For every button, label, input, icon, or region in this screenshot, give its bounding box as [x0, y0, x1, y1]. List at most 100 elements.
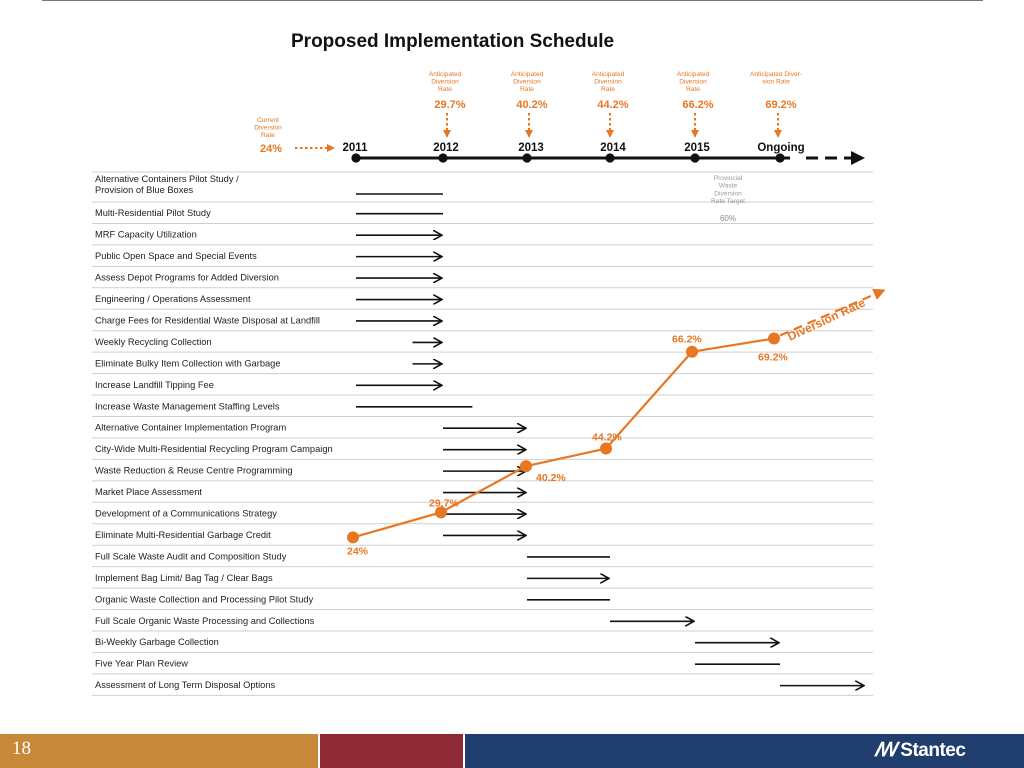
diversion-rate-label: 24%: [347, 545, 369, 557]
task-label: Full Scale Waste Audit and Composition S…: [95, 551, 287, 561]
task-label: Eliminate Bulky Item Collection with Gar…: [95, 358, 281, 368]
anticipated-rate-caption: Anticipated: [592, 71, 625, 78]
task-row: Development of a Communications Strategy: [95, 509, 525, 519]
anticipated-rate-caption: Diversion: [679, 79, 707, 86]
task-row: Assess Depot Programs for Added Diversio…: [95, 273, 441, 283]
year-marker: [351, 153, 361, 163]
task-row: Engineering / Operations Assessment: [95, 294, 441, 304]
task-row: Eliminate Multi-Residential Garbage Cred…: [95, 530, 525, 540]
anticipated-rate-caption: Anticipated: [429, 71, 462, 78]
year-marker: [605, 153, 615, 163]
year-marker: [438, 153, 448, 163]
task-row: Full Scale Organic Waste Processing and …: [95, 616, 693, 626]
diversion-rate-label: 66.2%: [672, 334, 702, 346]
logo-mark-icon: ꟿ: [874, 740, 897, 761]
diversion-rate-trend: [779, 288, 886, 337]
anticipated-rate-arrowhead: [606, 130, 614, 138]
task-label: Increase Landfill Tipping Fee: [95, 380, 214, 390]
trend-label: Diversion Rate: [785, 295, 867, 343]
task-label: Alternative Containers Pilot Study /: [95, 174, 239, 184]
anticipated-rate-arrowhead: [443, 130, 451, 138]
diversion-rate-label: 69.2%: [758, 352, 788, 364]
task-row: Implement Bag Limit/ Bag Tag / Clear Bag…: [95, 573, 608, 583]
task-row: Charge Fees for Residential Waste Dispos…: [95, 315, 441, 325]
year-marker: [775, 153, 785, 163]
year-label: 2012: [433, 142, 459, 154]
task-label: Increase Waste Management Staffing Level…: [95, 401, 280, 411]
diversion-rate-point: [600, 442, 612, 455]
anticipated-rate-caption: Anticipated: [677, 71, 710, 78]
diversion-rate-point: [347, 531, 359, 544]
anticipated-rate-arrowhead: [525, 130, 533, 138]
task-row: Increase Waste Management Staffing Level…: [95, 401, 473, 411]
diversion-rate-label: 44.2%: [592, 432, 622, 444]
provincial-target-value: 60%: [720, 214, 736, 223]
anticipated-rate-value: 66.2%: [682, 99, 713, 111]
year-label: 2014: [600, 142, 626, 154]
anticipated-rate-value: 29.7%: [434, 99, 465, 111]
task-label: Five Year Plan Review: [95, 659, 188, 669]
footer-segment-red: [320, 734, 463, 768]
provincial-target-caption: Diversion: [714, 190, 742, 197]
current-rate-arrowhead: [327, 144, 335, 152]
task-label: Alternative Container Implementation Pro…: [95, 423, 286, 433]
anticipated-rate-arrowhead: [774, 130, 782, 138]
diversion-rate-point: [435, 506, 447, 519]
task-label: Development of a Communications Strategy: [95, 509, 277, 519]
provincial-target-caption: Rate Target: [711, 198, 745, 205]
diversion-rate-point: [686, 345, 698, 358]
task-row: Five Year Plan Review: [95, 659, 780, 669]
year-label: Ongoing: [757, 142, 804, 154]
task-row: Alternative Containers Pilot Study /Prov…: [95, 174, 443, 195]
provincial-target-caption: Provincial: [714, 175, 743, 182]
task-label: Eliminate Multi-Residential Garbage Cred…: [95, 530, 271, 540]
year-marker: [690, 153, 700, 163]
task-row: MRF Capacity Utilization: [95, 230, 441, 240]
anticipated-rate-caption: Diversion: [594, 79, 622, 86]
task-label: Waste Reduction & Reuse Centre Programmi…: [95, 466, 293, 476]
task-row: Organic Waste Collection and Processing …: [95, 594, 610, 604]
year-label: 2011: [343, 142, 369, 154]
anticipated-rate-caption: Rate: [438, 86, 452, 93]
diversion-rate-label: 40.2%: [536, 472, 566, 484]
anticipated-rate-caption: Rate: [686, 86, 700, 93]
task-label: Bi-Weekly Garbage Collection: [95, 637, 219, 647]
diversion-rate-point: [520, 460, 532, 473]
anticipated-rate-caption: Anticipated: [511, 71, 544, 78]
anticipated-rate-caption: Rate: [520, 86, 534, 93]
logo-text: Stantec: [900, 740, 966, 761]
task-label: City-Wide Multi-Residential Recycling Pr…: [95, 444, 333, 454]
task-label: Weekly Recycling Collection: [95, 337, 212, 347]
task-label: Organic Waste Collection and Processing …: [95, 594, 314, 604]
task-label: Provision of Blue Boxes: [95, 185, 194, 195]
anticipated-rate-caption: Diversion: [513, 79, 541, 86]
task-row: Increase Landfill Tipping Fee: [95, 380, 441, 390]
anticipated-rate-caption: Diversion: [431, 79, 459, 86]
task-label: Public Open Space and Special Events: [95, 251, 257, 261]
provincial-target-caption: Waste: [719, 183, 738, 190]
current-rate-caption: Rate: [261, 132, 275, 139]
task-label: Charge Fees for Residential Waste Dispos…: [95, 315, 320, 325]
top-rule: [42, 0, 983, 1]
anticipated-rate-caption: sion Rate: [762, 79, 790, 86]
footer-segment-navy: [465, 734, 1024, 768]
task-row: Weekly Recycling Collection: [95, 337, 441, 347]
anticipated-rate-caption: Rate: [601, 86, 615, 93]
task-label: MRF Capacity Utilization: [95, 230, 197, 240]
diversion-rate-point: [768, 332, 780, 345]
task-label: Full Scale Organic Waste Processing and …: [95, 616, 315, 626]
current-rate-caption: Diversion: [254, 125, 282, 132]
task-label: Engineering / Operations Assessment: [95, 294, 251, 304]
task-label: Multi-Residential Pilot Study: [95, 208, 211, 218]
footer-segment-gold: [0, 734, 318, 768]
diversion-rate-line: [352, 337, 775, 539]
task-row: Market Place Assessment: [95, 487, 525, 497]
slide-title: Proposed Implementation Schedule: [291, 31, 615, 52]
anticipated-rate-value: 44.2%: [597, 99, 628, 111]
footer-bar: 18 ꟿ Stantec: [0, 734, 1024, 768]
stantec-logo: ꟿ Stantec: [874, 739, 966, 762]
anticipated-rate-caption: Anticipated Diver-: [750, 71, 802, 78]
page-number: 18: [12, 738, 31, 759]
task-label: Market Place Assessment: [95, 487, 202, 497]
year-label: 2015: [684, 142, 710, 154]
